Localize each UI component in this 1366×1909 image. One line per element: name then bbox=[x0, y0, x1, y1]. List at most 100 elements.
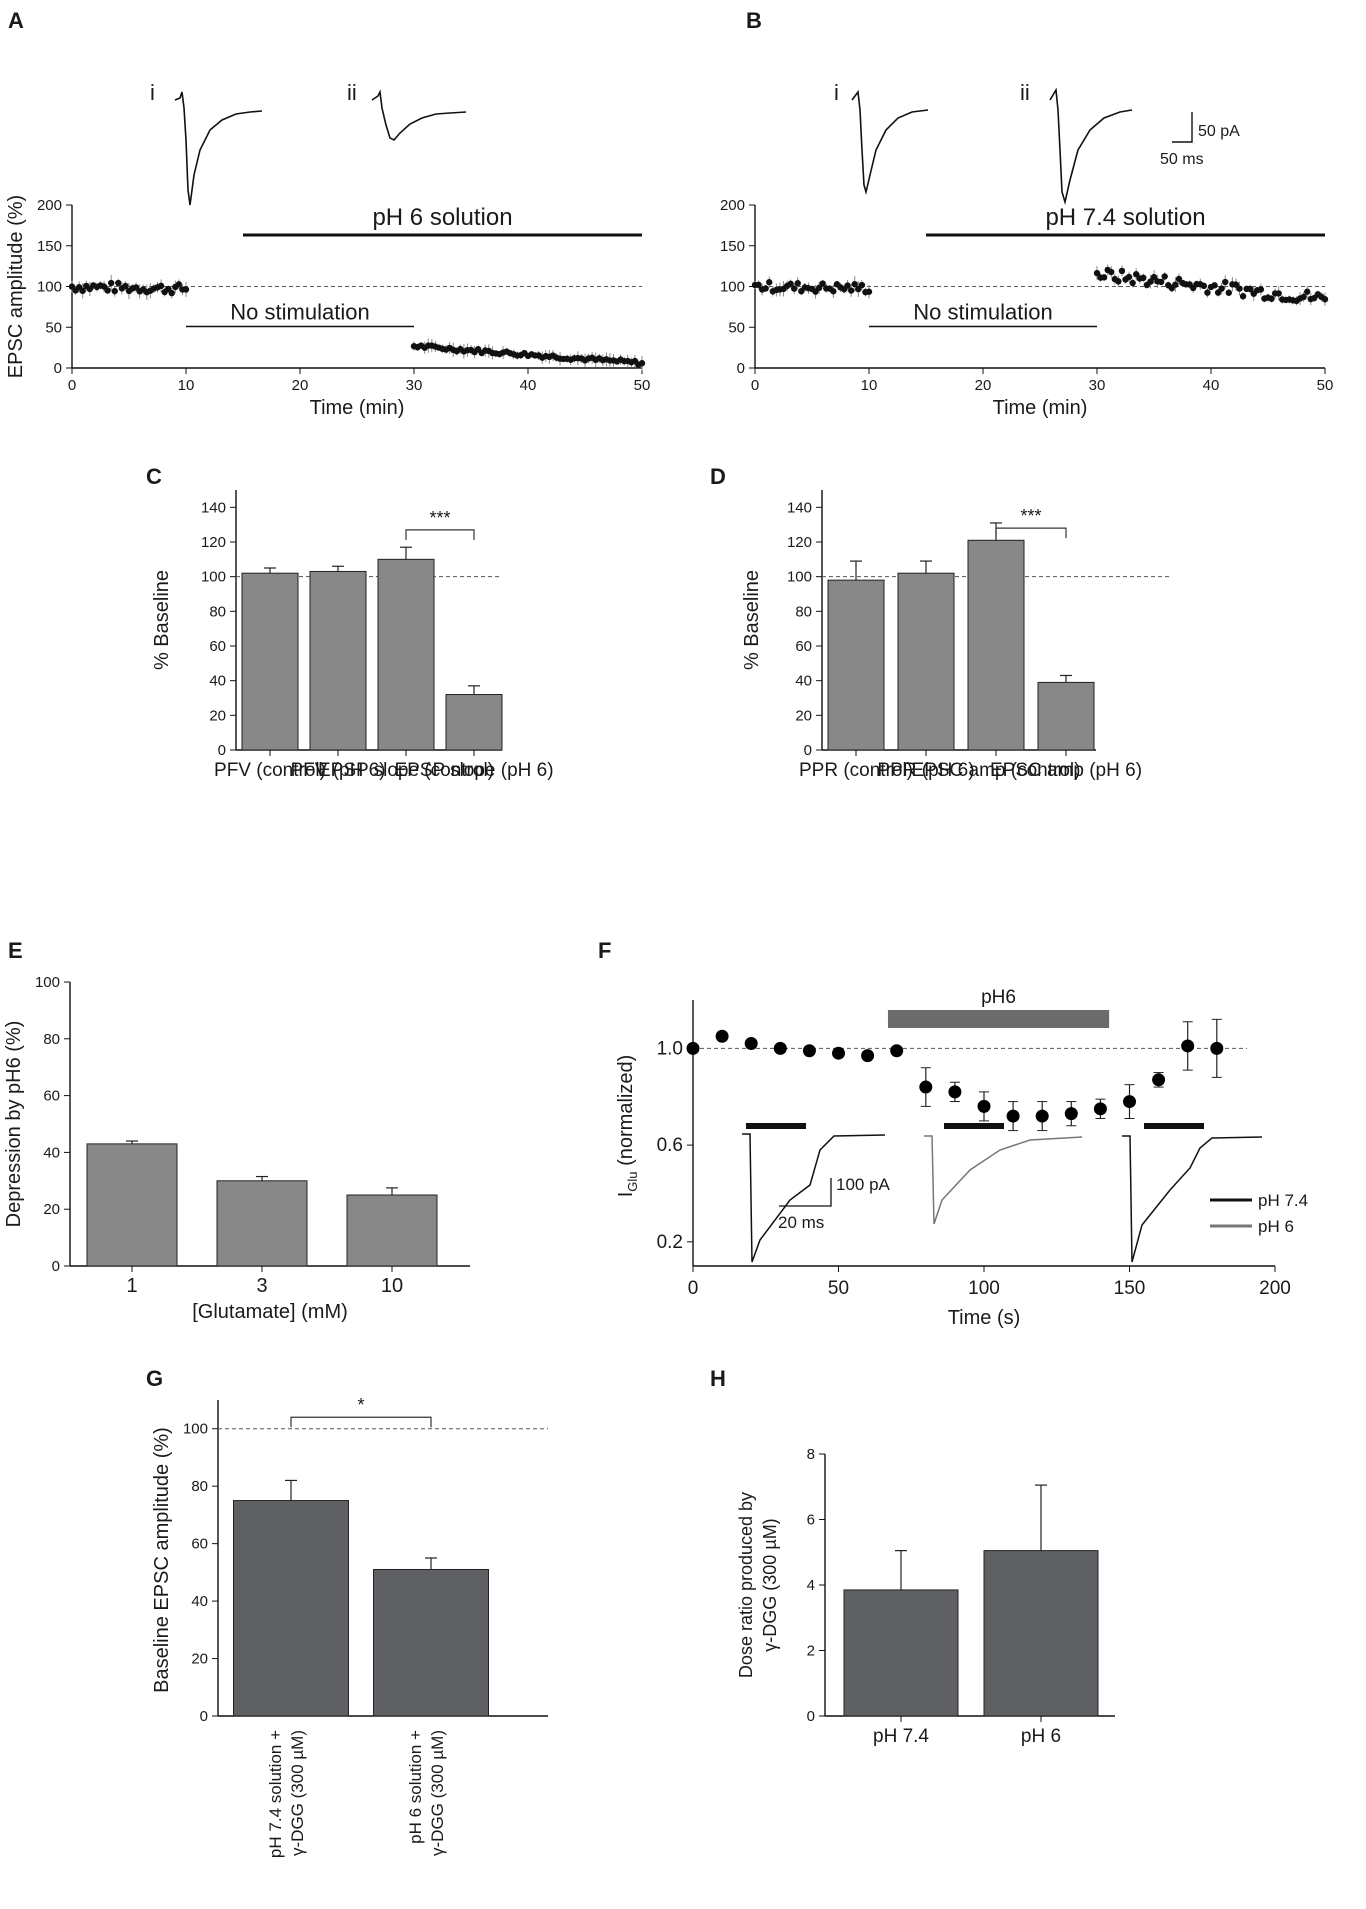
data-point bbox=[122, 282, 129, 290]
data-point bbox=[819, 280, 826, 287]
x-tick-label: 200 bbox=[1259, 1278, 1291, 1299]
panel-letter-a: A bbox=[8, 8, 24, 33]
trace-a-i bbox=[174, 91, 263, 206]
panel-letter-h: H bbox=[710, 1366, 726, 1391]
x-tick-label: 40 bbox=[1203, 377, 1220, 394]
significance-label: *** bbox=[429, 508, 450, 528]
y-tick-label: 1.0 bbox=[657, 1038, 683, 1059]
data-point bbox=[1239, 293, 1247, 300]
x-tick-label: 150 bbox=[1114, 1278, 1146, 1299]
y-axis-title-rest: (normalized) bbox=[615, 1055, 637, 1172]
y-tick-label: 80 bbox=[43, 1031, 60, 1048]
y-tick-label: 60 bbox=[209, 638, 226, 655]
bar bbox=[216, 1180, 308, 1267]
data-point bbox=[1321, 296, 1329, 303]
scale-bar-ab: 50 pA 50 ms bbox=[1160, 112, 1240, 168]
trace-b-ii bbox=[1049, 87, 1133, 206]
panel-a-plot: 0 50 100 150 200 0 10 20 30 40 50 Time (min) EPSC am… bbox=[5, 195, 650, 419]
significance-label: *** bbox=[1020, 506, 1041, 526]
data-point bbox=[1225, 289, 1233, 296]
data-point bbox=[168, 289, 175, 297]
data-point bbox=[1064, 1107, 1078, 1121]
data-point bbox=[1246, 285, 1254, 293]
y-tick-label: 150 bbox=[720, 238, 745, 255]
data-point bbox=[858, 281, 866, 289]
data-point bbox=[715, 1029, 729, 1043]
y-tick-label: 80 bbox=[795, 603, 812, 620]
x-axis-title: Time (s) bbox=[948, 1307, 1021, 1329]
y-axis-title-line2: γ-DGG (300 µM) bbox=[760, 1518, 780, 1651]
data-point bbox=[1303, 288, 1311, 295]
y-tick-label: 0 bbox=[807, 1708, 815, 1725]
y-tick-label: 0 bbox=[200, 1708, 208, 1725]
data-point bbox=[638, 360, 646, 367]
bar bbox=[967, 539, 1025, 751]
y-tick-label: 20 bbox=[795, 707, 812, 724]
legend-label: pH 6 bbox=[1258, 1217, 1294, 1236]
y-tick-label: 40 bbox=[209, 673, 226, 690]
bar bbox=[241, 572, 299, 751]
y-tick-label: 60 bbox=[795, 638, 812, 655]
trace-label-ii: ii bbox=[347, 80, 357, 105]
y-tick-label: 0 bbox=[54, 360, 62, 377]
data-point bbox=[1152, 1073, 1166, 1087]
category-label: PFV (pH 6) bbox=[290, 760, 385, 781]
y-tick-label: 40 bbox=[191, 1593, 208, 1610]
y-tick-label: 0 bbox=[52, 1258, 60, 1275]
category-label: 3 bbox=[256, 1275, 267, 1297]
data-point bbox=[1123, 1095, 1136, 1109]
data-point bbox=[1157, 278, 1165, 286]
data-point bbox=[861, 1049, 875, 1063]
y-tick-label: 40 bbox=[43, 1144, 60, 1161]
panel-f-plot: 0.2 0.6 1.0 0 50 100 150 200 Time (s) IGlu (norma… bbox=[615, 987, 1308, 1329]
y-tick-label: 140 bbox=[787, 499, 812, 516]
data-point bbox=[890, 1044, 904, 1058]
no-stim-label: No stimulation bbox=[913, 300, 1052, 325]
trace-b-i bbox=[851, 89, 929, 196]
y-axis-title-subscript: Glu bbox=[625, 1171, 640, 1191]
y-axis-title: Depression by pH6 (%) bbox=[3, 1021, 25, 1228]
significance-bracket bbox=[290, 1416, 432, 1428]
panel-b-plot: 0 50 100 150 200 0 10 20 30 40 50 Time (min) pH 7.4 … bbox=[720, 197, 1333, 419]
x-tick-label: 0 bbox=[68, 377, 76, 394]
data-point bbox=[1132, 271, 1140, 278]
data-point bbox=[104, 287, 111, 294]
y-axis-title-line1: Dose ratio produced by bbox=[736, 1492, 756, 1678]
data-point bbox=[1129, 279, 1136, 287]
y-axis-title: % Baseline bbox=[151, 570, 173, 670]
y-tick-label: 100 bbox=[720, 279, 745, 296]
y-tick-label: 100 bbox=[183, 1421, 208, 1438]
y-axis-title: IGlu (normalized) bbox=[615, 1055, 640, 1198]
solution-label: pH 7.4 solution bbox=[1045, 204, 1205, 231]
y-tick-label: 100 bbox=[787, 569, 812, 586]
data-point bbox=[802, 1044, 816, 1058]
glutamate-application-bar bbox=[944, 1123, 1004, 1129]
y-tick-label: 140 bbox=[201, 499, 226, 516]
bar bbox=[86, 1143, 178, 1267]
category-label: pH 6 bbox=[1021, 1726, 1061, 1747]
y-axis-title-main: I bbox=[615, 1192, 637, 1198]
y-tick-label: 0.6 bbox=[657, 1135, 683, 1156]
x-axis-title: Time (min) bbox=[993, 397, 1088, 419]
y-tick-label: 20 bbox=[43, 1201, 60, 1218]
glutamate-application-bar bbox=[746, 1123, 806, 1129]
bar bbox=[346, 1194, 438, 1267]
x-tick-label: 20 bbox=[975, 377, 992, 394]
data-point bbox=[686, 1041, 700, 1055]
bar bbox=[843, 1589, 959, 1717]
data-point bbox=[1210, 1041, 1224, 1055]
y-tick-label: 8 bbox=[807, 1446, 815, 1463]
panel-letter-g: G bbox=[146, 1366, 163, 1391]
x-tick-label: 10 bbox=[178, 377, 195, 394]
y-tick-label: 120 bbox=[787, 534, 812, 551]
x-tick-label: 30 bbox=[406, 377, 423, 394]
glutamate-application-bar bbox=[1144, 1123, 1204, 1129]
bar bbox=[309, 570, 367, 751]
significance-bracket bbox=[405, 529, 475, 540]
y-tick-label: 0 bbox=[218, 742, 226, 759]
category-label: PFV (control) bbox=[214, 760, 326, 781]
trace-label-ii: ii bbox=[1020, 80, 1030, 105]
scale-bar-time: 20 ms bbox=[778, 1213, 824, 1232]
category-label-line2: γ-DGG (300 µM) bbox=[428, 1730, 447, 1856]
bar bbox=[983, 1550, 1099, 1717]
